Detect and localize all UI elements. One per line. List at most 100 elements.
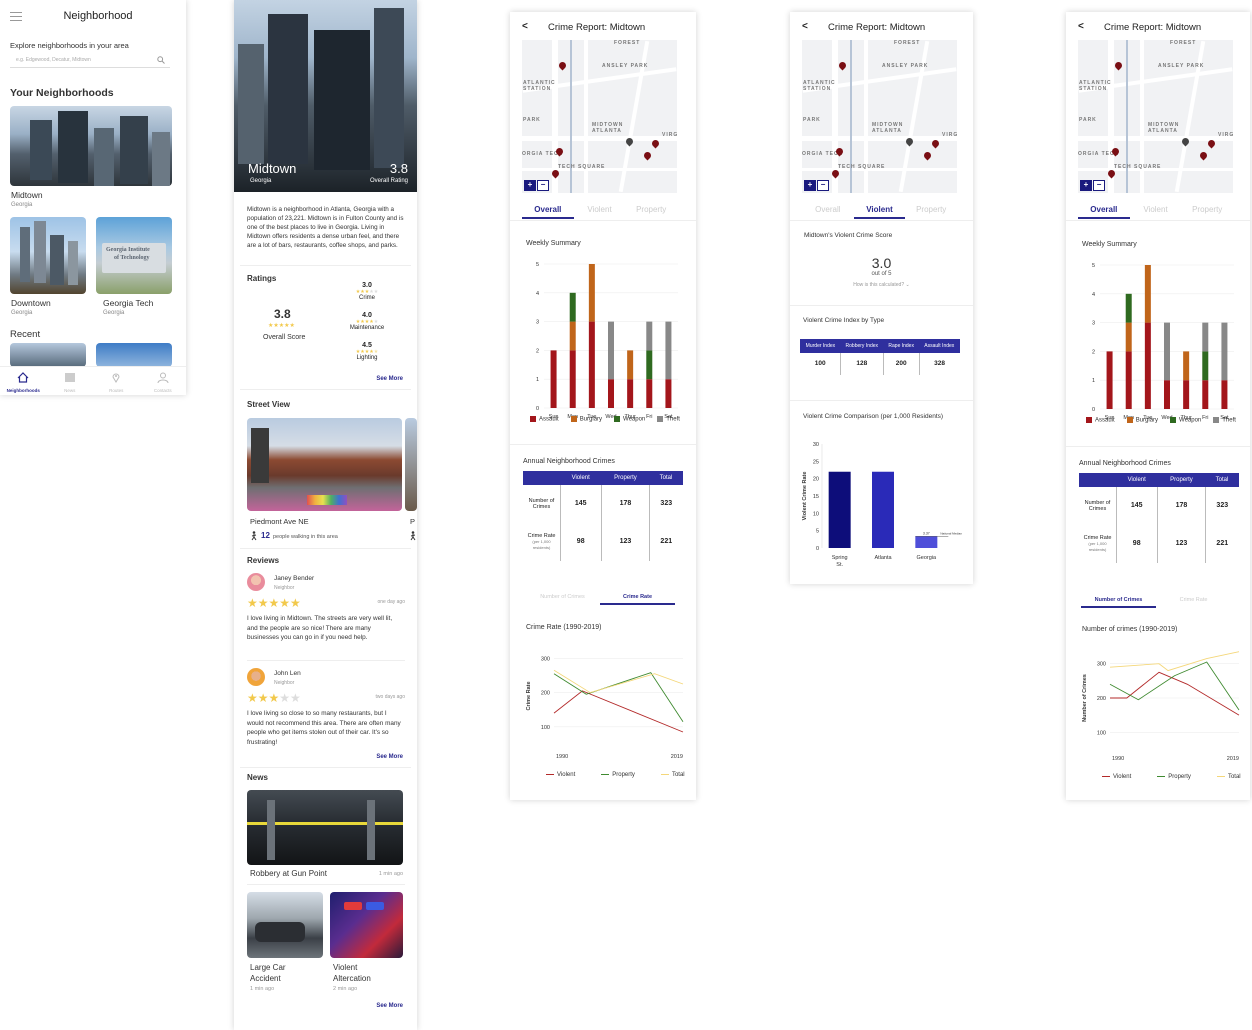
tab-overall[interactable]: Overall: [522, 205, 574, 219]
tab-violent[interactable]: Violent: [1143, 205, 1168, 214]
table-cell: 98: [560, 522, 602, 561]
subtab-crime-rate[interactable]: Crime Rate: [600, 594, 675, 605]
crime-pin[interactable]: [557, 60, 568, 71]
back-button[interactable]: <: [522, 21, 528, 32]
crime-pin[interactable]: [1113, 60, 1124, 71]
tab-property[interactable]: Property: [1192, 205, 1223, 214]
description: Midtown is a neighborhood in Atlanta, Ge…: [247, 206, 404, 249]
crime-map[interactable]: ANSLEY PARK ATLANTIC STATION MIDTOWN ATL…: [802, 40, 957, 193]
see-more-reviews[interactable]: See More: [376, 754, 403, 760]
back-button[interactable]: <: [1078, 21, 1084, 32]
news-photo[interactable]: [247, 892, 323, 958]
nav-item-contacts[interactable]: Contacts: [140, 367, 187, 395]
page-title: Crime Report: Midtown: [828, 22, 926, 33]
midtown-photo[interactable]: [10, 106, 172, 186]
news-photo[interactable]: [247, 790, 403, 865]
trend-legend: Violent Property Total: [1102, 774, 1241, 780]
zoom-in-button[interactable]: +: [1080, 180, 1092, 191]
subtab-number-of-crimes[interactable]: Number of Crimes: [1081, 597, 1156, 608]
tab-violent[interactable]: Violent: [587, 205, 612, 214]
chevron-down-icon: ⌄: [905, 282, 910, 288]
annotation-label: National Median: [940, 531, 962, 535]
screen-crime-report-number: < Crime Report: Midtown ANSLEY PARK ATLA…: [1066, 12, 1250, 800]
recent-photo[interactable]: [10, 343, 86, 367]
neighborhood-name[interactable]: Midtown: [11, 190, 43, 200]
bar-burglary: [588, 264, 595, 322]
legend-swatch: [1102, 775, 1110, 777]
series-line-violent: [1110, 671, 1240, 716]
search-input[interactable]: e.g. Edgewood, Decatur, Midtown: [10, 53, 170, 68]
row-label: Crime Rate (per 1,000 residents): [523, 522, 561, 561]
zoom-in-button[interactable]: +: [804, 180, 816, 191]
review-time: two days ago: [375, 694, 405, 700]
x-tick-label: Atlanta: [874, 555, 892, 561]
rating-lighting: 4.5 ★★★★★ Lighting: [347, 342, 387, 361]
row-label: Number of Crimes: [523, 484, 561, 523]
col-header: Property: [600, 471, 651, 485]
news-title[interactable]: Large Car Accident: [250, 963, 286, 983]
legend-item-total: Total: [660, 772, 685, 778]
crime-map[interactable]: ANSLEY PARK ATLANTIC STATION MIDTOWN ATL…: [1078, 40, 1233, 193]
nav-label: Contacts: [153, 388, 172, 393]
crime-pin[interactable]: [922, 150, 933, 161]
zoom-out-button[interactable]: −: [817, 180, 829, 191]
comparison-bar: [872, 471, 894, 548]
news-time: 1 min ago: [378, 871, 403, 877]
see-more-ratings[interactable]: See More: [376, 376, 403, 382]
bar-assault: [1164, 380, 1170, 409]
street-view-photo-next[interactable]: [405, 418, 417, 511]
tab-property[interactable]: Property: [636, 205, 667, 214]
zoom-out-button[interactable]: −: [1093, 180, 1105, 191]
news-title[interactable]: Violent Altercation: [333, 963, 371, 983]
legend-swatch: [546, 773, 554, 775]
downtown-photo[interactable]: [10, 217, 86, 294]
row-label-sub: (per 1,000 residents): [532, 538, 551, 550]
legend-item-theft: Theft: [1213, 417, 1236, 424]
bar-assault: [608, 379, 614, 408]
subtab-crime-rate[interactable]: Crime Rate: [1179, 597, 1208, 603]
subtab-number-of-crimes[interactable]: Number of Crimes: [540, 594, 585, 600]
street-view-photo[interactable]: [247, 418, 402, 511]
neighborhood-name[interactable]: Downtown: [11, 298, 51, 308]
georgia-tech-photo[interactable]: Georgia Institute of Technology: [96, 217, 172, 294]
legend-swatch: [660, 773, 669, 775]
crime-pin[interactable]: [642, 150, 653, 161]
nav-item-news[interactable]: News: [47, 367, 94, 395]
recent-photo[interactable]: [96, 343, 172, 367]
report-tabs: Overall Violent Property: [522, 205, 677, 219]
how-calculated-link[interactable]: How is this calculated? ⌄: [790, 282, 973, 288]
tab-overall[interactable]: Overall: [815, 205, 841, 214]
zoom-in-button[interactable]: +: [524, 180, 536, 191]
search-icon[interactable]: [157, 56, 165, 64]
review-stars: ★★★★★: [247, 596, 301, 610]
crime-pin[interactable]: [837, 60, 848, 71]
tab-property[interactable]: Property: [916, 205, 947, 214]
hamburger-menu-icon[interactable]: [10, 12, 22, 21]
back-button[interactable]: <: [802, 21, 808, 32]
map-label: MIDTOWN ATLANTA: [1148, 122, 1180, 134]
avatar: [247, 573, 265, 591]
table-cell: 323: [1216, 502, 1229, 510]
crime-pin[interactable]: [1198, 150, 1209, 161]
comparison-bar: [915, 536, 938, 548]
see-more-news[interactable]: See More: [376, 1003, 403, 1009]
legend-swatch: [1157, 775, 1166, 777]
news-title[interactable]: Robbery at Gun Point: [250, 869, 327, 878]
col-header: Property: [1156, 473, 1207, 487]
legend-swatch: [570, 416, 577, 422]
nav-item-neighborhoods[interactable]: Neighborhoods: [0, 367, 47, 395]
weekly-summary-chart: 012345SunMonTueWedThurFriSat: [536, 262, 678, 420]
tab-violent[interactable]: Violent: [853, 205, 906, 219]
news-photo[interactable]: [330, 892, 403, 958]
row-label: Crime Rate (per 1,000 residents): [1079, 524, 1117, 563]
overall-stars: ★★★★★: [268, 323, 295, 329]
crime-map[interactable]: ANSLEY PARK ATLANTIC STATION MIDTOWN ATL…: [522, 40, 677, 193]
col-header: Total: [1205, 473, 1239, 487]
zoom-out-button[interactable]: −: [537, 180, 549, 191]
bar-burglary: [627, 350, 634, 380]
legend-item-burglary: Burglary: [570, 416, 602, 423]
tab-overall[interactable]: Overall: [1078, 205, 1130, 219]
screen-crime-report-violent: < Crime Report: Midtown ANSLEY PARK ATLA…: [790, 12, 973, 584]
neighborhood-name[interactable]: Georgia Tech: [103, 298, 154, 308]
nav-item-routes[interactable]: Routes: [93, 367, 140, 395]
